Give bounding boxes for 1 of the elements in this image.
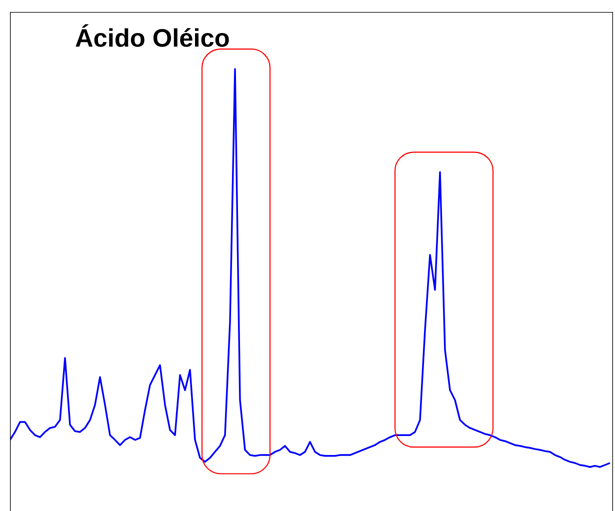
chart-title: Ácido Oléico <box>76 24 229 47</box>
